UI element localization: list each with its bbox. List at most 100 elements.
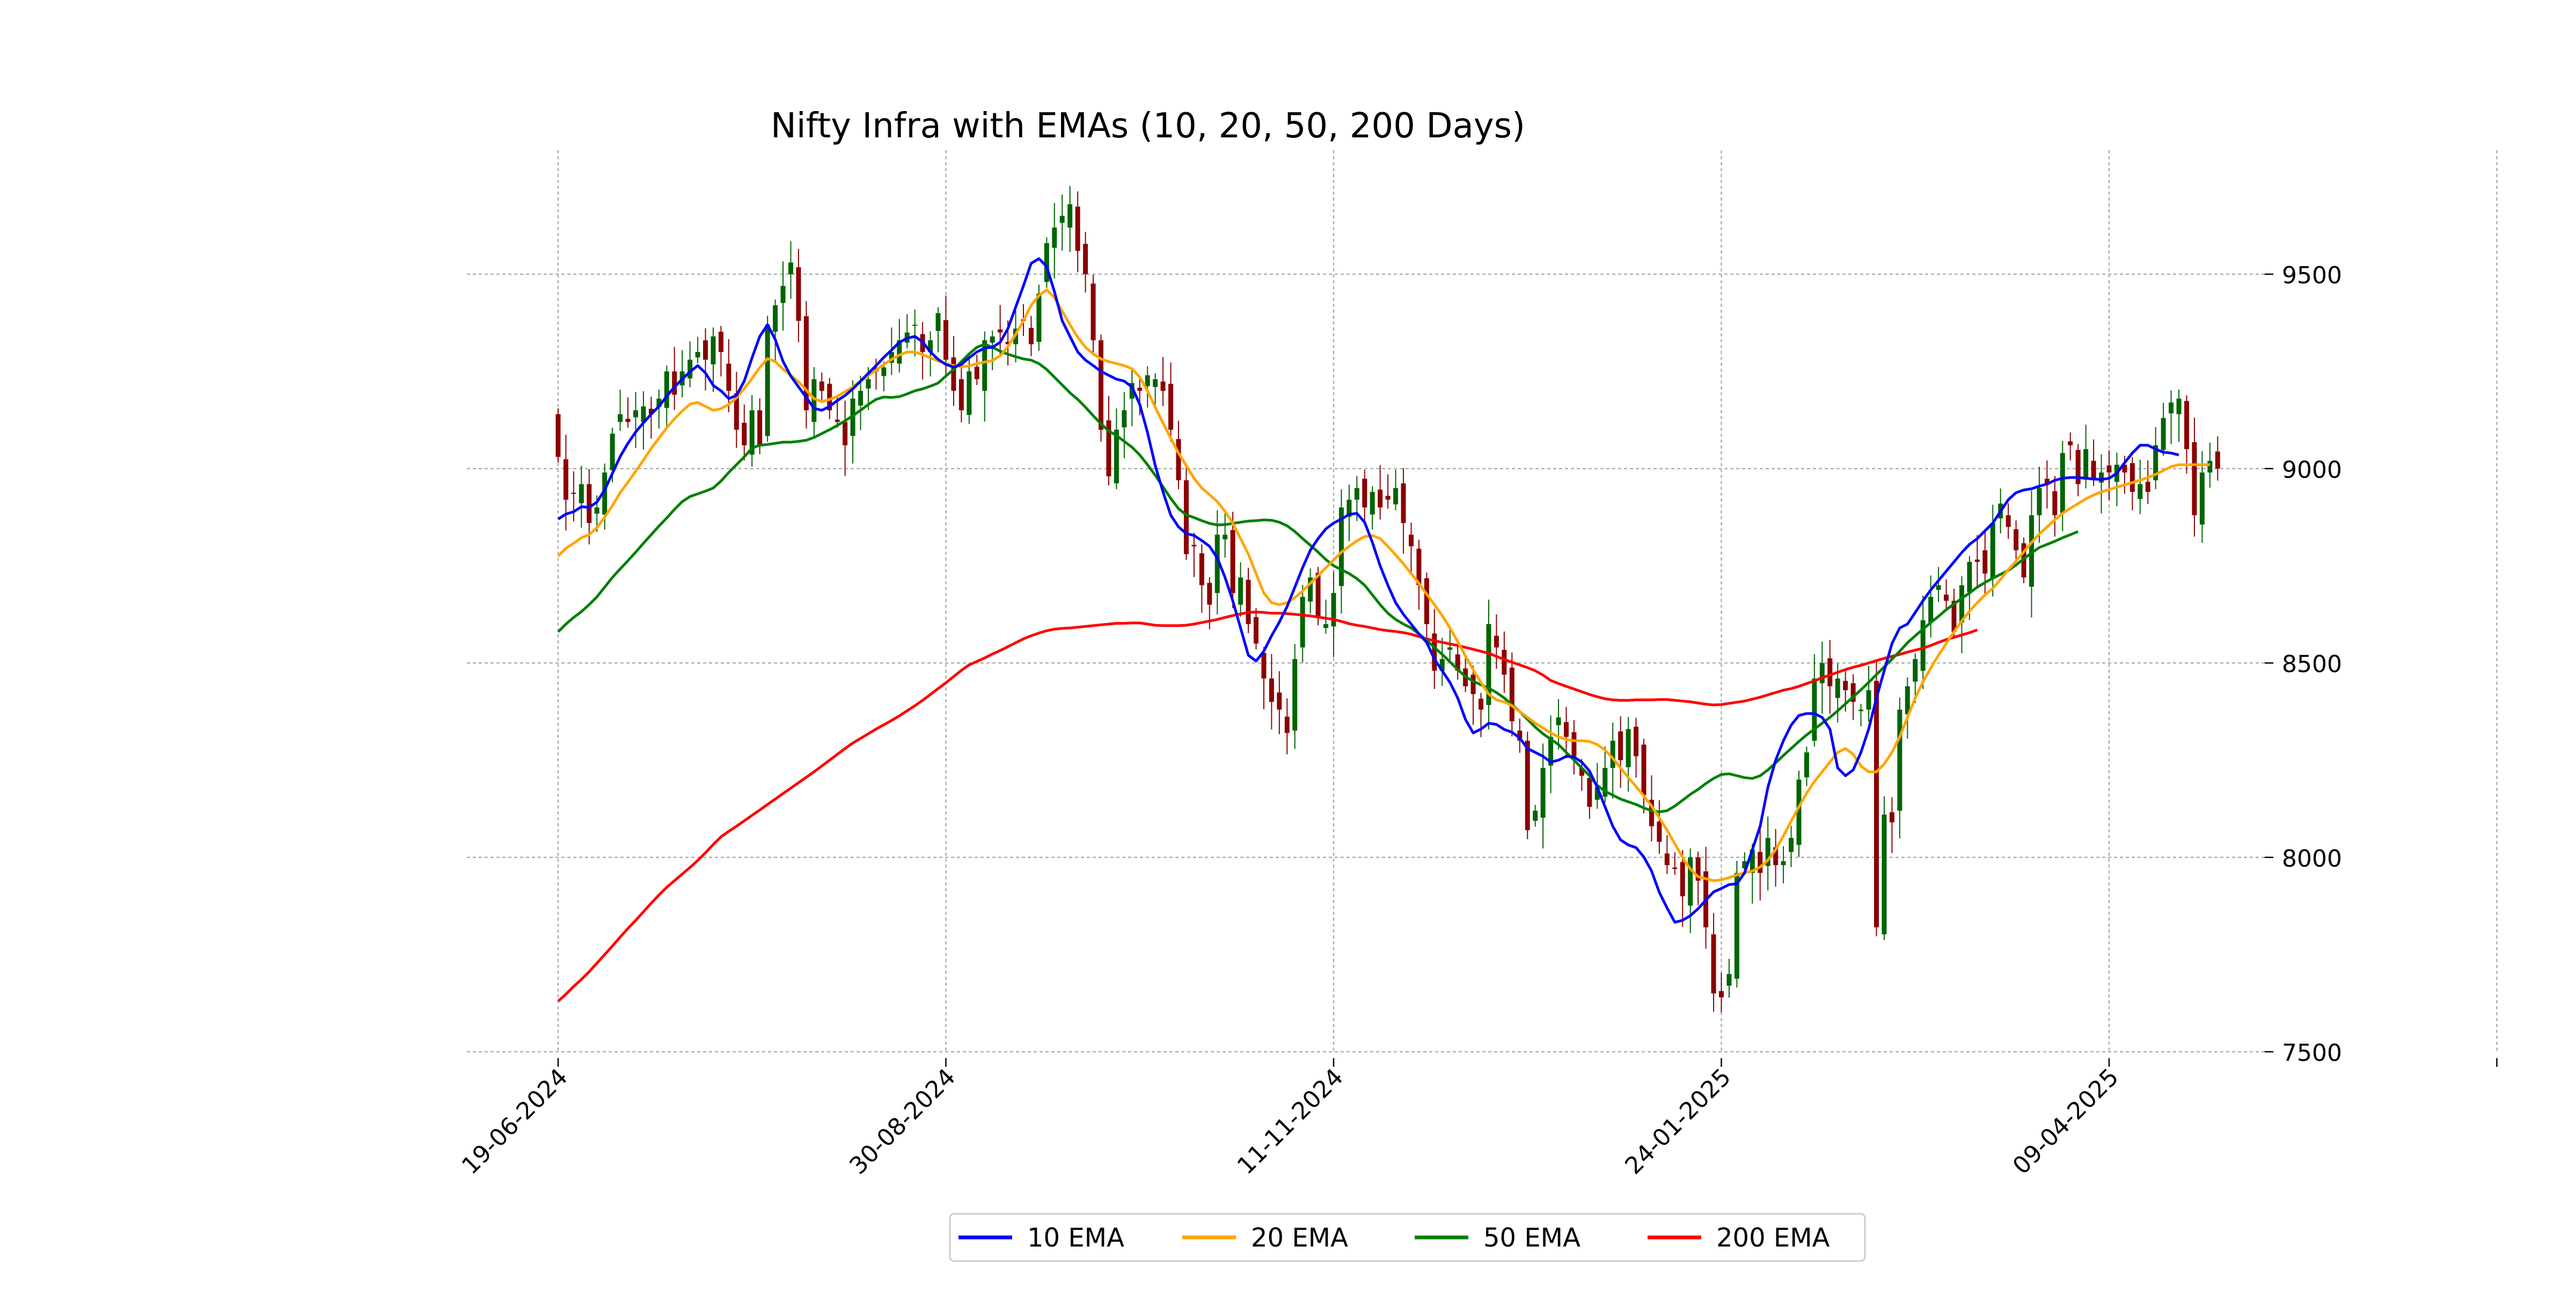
legend-label: 20 EMA [1251, 1223, 1348, 1253]
x-tick-label: 24-01-2025 [1620, 1064, 1736, 1180]
candle-body [897, 340, 902, 364]
candle-body [1796, 779, 1802, 845]
candle-body [2169, 402, 2174, 414]
legend-label: 200 EMA [1716, 1223, 1830, 1253]
candle-body [555, 414, 561, 457]
candle-body [1866, 690, 1871, 710]
candle-body [1882, 815, 1887, 935]
candle-body [803, 316, 809, 411]
candle-body [881, 367, 887, 376]
legend-label: 10 EMA [1027, 1223, 1124, 1253]
candle-body [2029, 515, 2034, 587]
candle-body [1044, 243, 1049, 282]
candlesticks [555, 186, 2220, 1013]
candle-body [1261, 653, 1267, 679]
candle-body [1308, 577, 1313, 602]
candle-body [780, 285, 786, 303]
candle-body [1789, 838, 1794, 852]
candle-body [928, 340, 933, 352]
candle-body [1897, 709, 1902, 811]
candle-body [687, 360, 693, 379]
candle-body [1649, 800, 1654, 826]
candle-body [935, 313, 941, 331]
candle-body [1160, 381, 1166, 391]
grid-lines [467, 150, 2498, 1053]
candle-body [1602, 768, 1608, 797]
candle-body [796, 267, 801, 321]
candle-body [1230, 530, 1235, 593]
y-tick-label: 8000 [2282, 845, 2342, 873]
candle-body [1905, 686, 1910, 715]
candle-body [2176, 398, 2182, 414]
candle-body [1269, 678, 1274, 702]
candle-body [757, 410, 763, 445]
candle-body [2044, 479, 2050, 485]
candle-body [1067, 204, 1073, 228]
candle-body [1254, 617, 1258, 644]
candle-body [843, 422, 848, 445]
candle-body [1385, 495, 1391, 500]
ema-200-line [557, 611, 1978, 1002]
candle-body [1773, 847, 1779, 866]
candle-body [1951, 600, 1957, 632]
candle-body [1711, 934, 1716, 994]
candle-body [951, 357, 956, 391]
candle-body [1005, 342, 1011, 345]
legend-frame [949, 1213, 1866, 1262]
candle-body [819, 381, 824, 391]
candle-body [990, 336, 995, 343]
candle-body [672, 371, 677, 395]
candle-body [2106, 465, 2112, 473]
candle-body [958, 379, 964, 411]
y-tick-label: 8500 [2282, 651, 2342, 678]
x-tick-label: 09-04-2025 [2008, 1064, 2124, 1180]
candle-body [1470, 675, 1476, 694]
candle-body [1494, 635, 1499, 648]
candle-body [2138, 484, 2143, 499]
candle-body [1719, 991, 1724, 998]
candle-body [1153, 379, 1158, 387]
candle-body [1928, 597, 1934, 623]
candle-body [1734, 873, 1739, 979]
candle-body [1223, 534, 1228, 540]
candle-body [967, 371, 972, 415]
candle-body [1129, 383, 1135, 399]
candle-body [1765, 838, 1770, 866]
candle-body [2122, 465, 2127, 473]
candle-body [1587, 778, 1592, 807]
candle-body [742, 422, 747, 445]
candle-body [633, 410, 638, 417]
candle-body [1052, 228, 1057, 248]
candle-body [2184, 401, 2189, 450]
candle-body [1370, 492, 1375, 515]
candle-body [1486, 624, 1491, 705]
candle-body [1571, 732, 1577, 757]
candle-body [835, 419, 840, 422]
candle-body [2207, 460, 2213, 473]
candle-body [1191, 545, 1197, 547]
candle-body [1114, 429, 1119, 483]
candle-body [1091, 283, 1096, 341]
candle-body [1758, 852, 1763, 873]
candle-body [1990, 523, 1995, 578]
candle-body [587, 484, 592, 523]
candle-body [1238, 577, 1243, 605]
candle-body [998, 329, 1003, 333]
candle-body [1401, 483, 1406, 523]
candle-body [1378, 489, 1383, 508]
candle-body [982, 340, 987, 391]
candle-body [1502, 649, 1507, 675]
x-tick-label: 19-06-2024 [457, 1064, 573, 1180]
candle-body [1168, 384, 1174, 430]
candle-body [610, 434, 615, 471]
candle-body [726, 363, 731, 391]
candle-body [943, 320, 948, 360]
candle-body [1812, 678, 1817, 741]
ema-lines [557, 257, 2210, 1002]
candle-body [2037, 488, 2042, 516]
chart-title: Nifty Infra with EMAs (10, 20, 50, 200 D… [771, 106, 1525, 146]
candle-body [1354, 488, 1359, 500]
candle-body [641, 406, 646, 422]
candle-body [1742, 861, 1747, 869]
candle-body [1618, 731, 1623, 760]
